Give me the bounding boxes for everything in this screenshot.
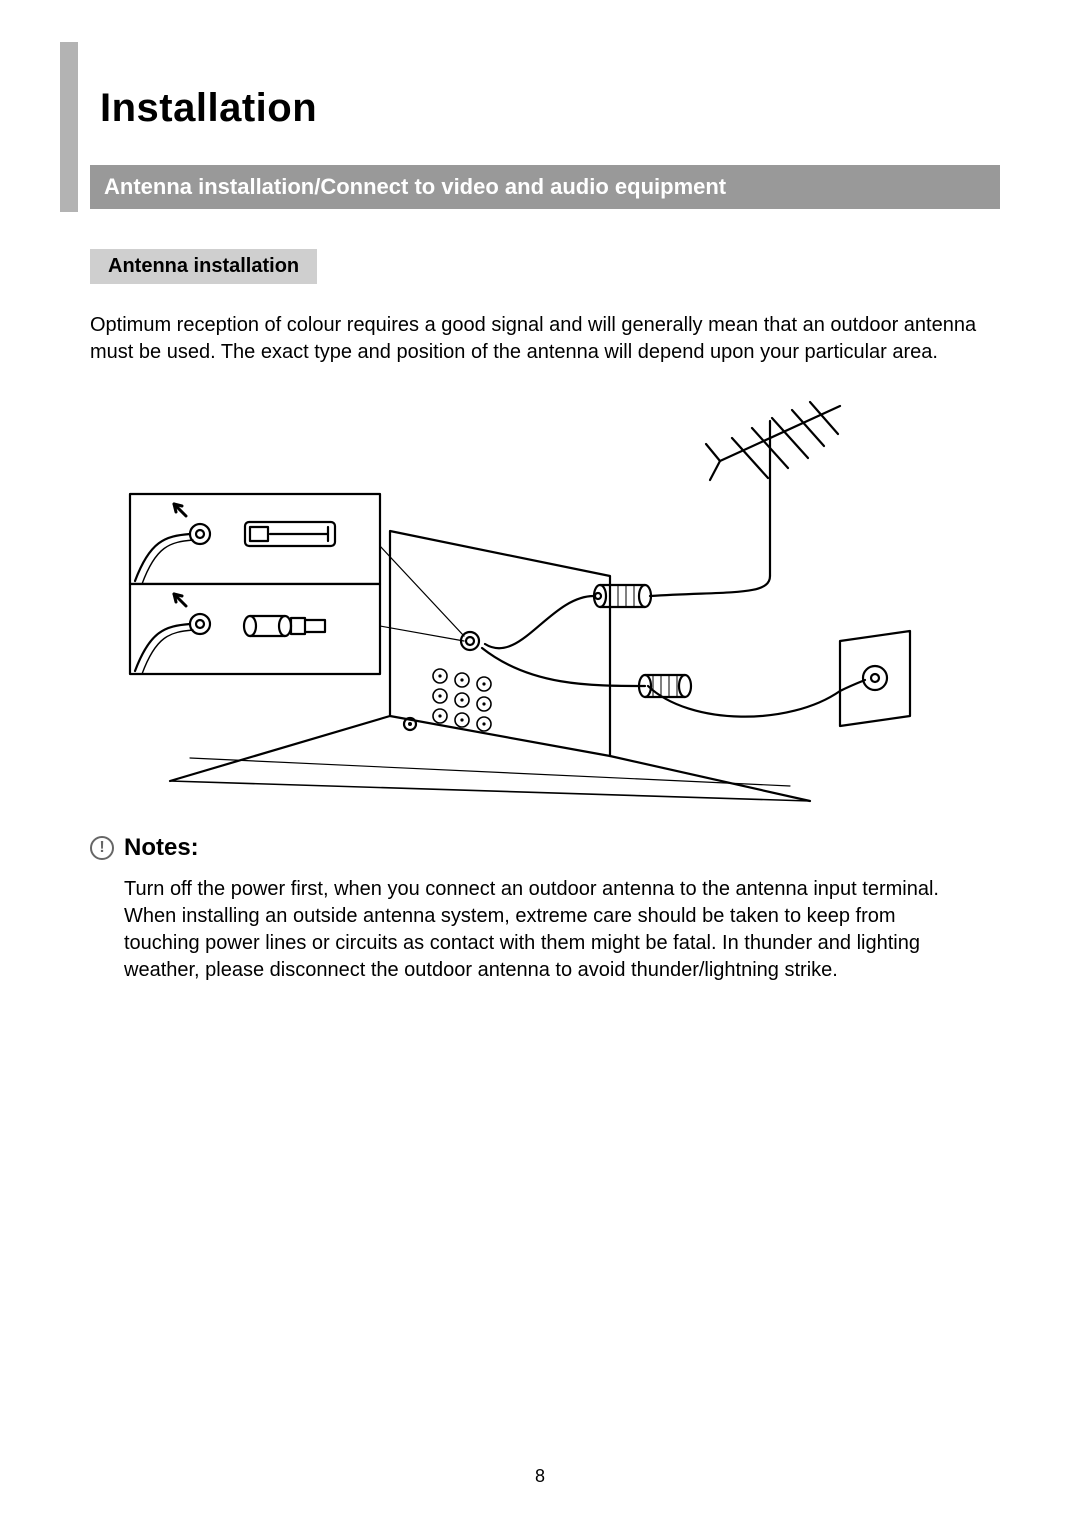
wall-jack-icon	[840, 631, 910, 726]
flat-plug-inset-icon	[130, 494, 380, 584]
round-plug-inset-icon	[130, 584, 380, 674]
manual-page: Installation Antenna installation/Connec…	[0, 0, 1080, 1527]
page-title: Installation	[100, 86, 1000, 131]
notes-paragraph: Turn off the power first, when you conne…	[124, 876, 944, 984]
alert-icon: !	[90, 836, 114, 860]
antenna-diagram	[90, 386, 960, 806]
notes-label: Notes:	[124, 834, 199, 862]
antenna-diagram-svg	[90, 386, 960, 806]
subsection-heading: Antenna installation	[90, 249, 317, 284]
left-accent-bar	[60, 42, 78, 212]
outdoor-antenna-icon	[706, 402, 840, 576]
coax-cable-icon	[482, 576, 840, 717]
section-banner: Antenna installation/Connect to video an…	[90, 165, 1000, 209]
notes-heading-row: ! Notes:	[90, 834, 1000, 862]
intro-paragraph: Optimum reception of colour requires a g…	[90, 312, 990, 366]
page-number: 8	[0, 1466, 1080, 1487]
